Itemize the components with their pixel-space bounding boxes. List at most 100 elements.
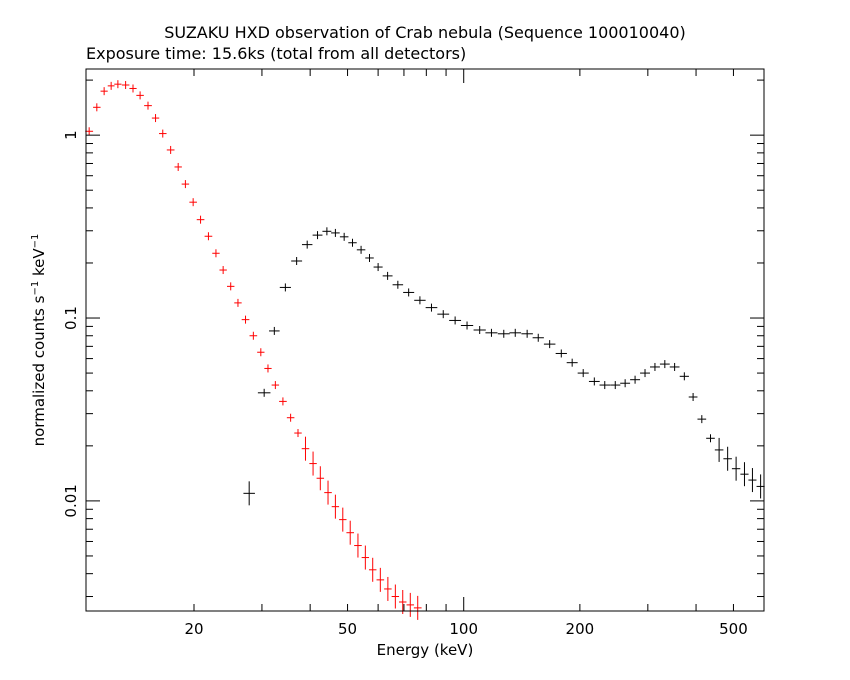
data-series [85,80,422,620]
data-point [356,245,366,254]
data-point [697,415,707,424]
data-point [449,316,462,325]
data-point [166,145,175,154]
data-point [532,333,544,342]
data-point [144,101,152,110]
data-point [93,103,101,112]
data-point [620,379,631,388]
data-point [212,249,220,258]
data-point [577,369,589,378]
y-tick-label: 1 [62,130,80,140]
y-tick-label: 0.1 [62,306,80,330]
data-point [279,283,291,292]
axis-ticks [86,69,765,611]
data-point [365,253,374,262]
data-point [640,369,650,378]
data-point [731,456,741,481]
data-point [610,381,621,390]
data-point [588,377,600,386]
data-point [249,331,258,340]
data-point [107,81,115,90]
x-tick-label: 200 [566,620,595,638]
data-point [346,520,355,545]
data-point [473,326,486,335]
data-point [373,263,383,272]
data-point [309,451,317,476]
data-point [316,466,325,491]
data-point [403,288,415,297]
data-point [414,296,426,305]
y-axis-label: normalized counts s−1 keV−1 [30,234,48,447]
data-point [294,429,302,438]
data-point [679,372,689,381]
data-point [354,533,362,558]
data-point [322,227,332,236]
series-layer [85,80,765,620]
data-point [286,413,295,422]
data-point [382,271,393,280]
data-point [543,340,556,349]
data-point [257,388,271,397]
data-point [301,436,310,461]
data-point [392,280,404,289]
data-point [348,238,357,247]
data-point [324,480,332,505]
x-tick-label: 20 [184,620,203,638]
data-point [361,545,370,570]
data-point [748,468,757,493]
data-point [509,328,522,337]
data-point [100,87,108,96]
y-axis-label-mid: keV [30,248,48,281]
x-tick-label: 50 [338,620,357,638]
data-point [196,215,205,224]
data-point [599,381,610,390]
data-point [121,81,130,90]
data-point [521,329,533,338]
data-point [756,474,765,499]
data-point [312,231,323,240]
data-point [234,298,242,307]
data-point [85,127,94,136]
y-axis-label-prefix: normalized counts s [30,295,48,446]
x-tick-label: 500 [719,620,748,638]
data-point [331,494,340,519]
data-point [566,358,578,367]
data-point [688,392,698,401]
data-point [241,315,250,324]
data-point [339,232,349,241]
data-point [399,589,407,614]
data-point [264,364,272,373]
data-point [485,328,498,337]
data-point [384,576,392,601]
data-point [706,434,715,443]
x-tick-label: 100 [449,620,478,638]
data-point [269,326,280,335]
data-point [376,567,385,592]
data-point [413,595,422,620]
data-point [669,362,680,371]
data-point [291,257,303,266]
data-point [301,240,313,249]
plot-frame [85,68,765,612]
data-point [740,462,749,487]
data-point [331,228,340,237]
data-point [630,375,641,384]
data-series [243,227,765,506]
data-point [257,348,265,357]
data-point [279,397,287,406]
data-point [649,362,660,371]
data-point [158,129,167,138]
data-point [659,360,670,369]
data-point [136,91,144,100]
data-point [368,557,377,582]
data-point [243,481,255,506]
chart-title: SUZAKU HXD observation of Crab nebula (S… [164,23,686,42]
data-point [189,198,197,207]
data-point [555,349,567,358]
data-point [204,232,213,241]
x-axis-label: Energy (keV) [377,641,474,659]
data-point [391,584,400,609]
data-point [339,507,347,532]
